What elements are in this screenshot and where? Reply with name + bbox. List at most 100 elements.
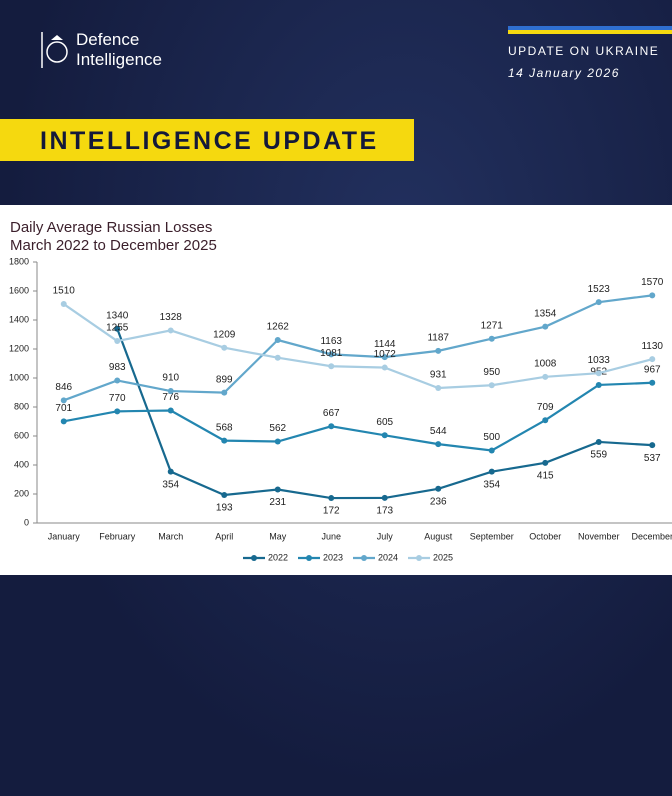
crest-icon — [41, 32, 68, 68]
data-label: 1209 — [213, 329, 236, 340]
legend-dot — [361, 555, 367, 561]
data-label: 1008 — [534, 358, 557, 369]
point — [381, 364, 388, 371]
y-tick-label: 1600 — [9, 285, 29, 295]
data-label: 701 — [55, 403, 72, 414]
series-line — [63, 381, 653, 452]
x-tick-label: February — [99, 531, 136, 541]
point — [649, 442, 656, 449]
data-label: 236 — [430, 496, 447, 507]
data-label: 776 — [162, 392, 179, 403]
point — [60, 397, 67, 404]
data-label: 231 — [269, 497, 286, 508]
data-label: 1187 — [427, 333, 449, 344]
flag-stripe — [508, 26, 672, 30]
data-label: 931 — [430, 370, 447, 381]
y-tick-label: 1800 — [9, 256, 29, 266]
x-tick-label: November — [578, 531, 620, 541]
data-label: 1328 — [160, 312, 183, 323]
x-tick-label: September — [470, 531, 514, 541]
legend-dot — [306, 555, 312, 561]
data-label: 770 — [109, 393, 126, 404]
point — [60, 301, 67, 308]
point — [488, 382, 495, 389]
data-label: 1523 — [588, 284, 611, 295]
point — [114, 408, 121, 415]
data-label: 983 — [109, 362, 126, 373]
org-line: Intelligence — [76, 50, 163, 69]
point — [435, 441, 442, 448]
point — [274, 354, 281, 361]
data-label: 172 — [323, 506, 340, 517]
series-line — [63, 294, 653, 402]
point — [542, 459, 549, 466]
data-label: 1262 — [267, 322, 290, 333]
x-tick-label: June — [321, 531, 341, 541]
point — [381, 354, 388, 361]
data-label: 500 — [483, 432, 500, 443]
point — [114, 338, 121, 345]
data-label: 910 — [162, 373, 179, 384]
point — [274, 337, 281, 344]
data-label: 537 — [644, 453, 661, 464]
point — [328, 363, 335, 370]
data-label: 967 — [644, 364, 661, 375]
point — [114, 325, 121, 332]
point — [381, 432, 388, 439]
point — [488, 447, 495, 454]
x-tick-label: January — [48, 531, 81, 541]
flag-stripe — [508, 30, 672, 34]
point — [542, 323, 549, 330]
point — [488, 335, 495, 342]
x-tick-label: October — [529, 531, 561, 541]
date: 14 January 2026 — [508, 66, 620, 80]
y-tick-label: 1000 — [9, 372, 29, 382]
point — [542, 373, 549, 380]
data-label: 1081 — [320, 348, 343, 359]
x-tick-label: April — [215, 531, 233, 541]
data-label: 173 — [376, 506, 393, 517]
y-tick-label: 0 — [24, 517, 29, 527]
y-tick-label: 1200 — [9, 343, 29, 353]
data-label: 562 — [269, 423, 286, 434]
point — [221, 344, 228, 351]
y-tick-label: 200 — [14, 488, 29, 498]
data-label: 354 — [483, 479, 500, 490]
point — [60, 418, 67, 425]
point — [542, 417, 549, 424]
point — [649, 379, 656, 386]
x-tick-label: August — [424, 531, 453, 541]
chart-panel: Daily Average Russian Losses March 2022 … — [0, 205, 672, 575]
banner-text: INTELLIGENCE UPDATE — [40, 127, 379, 155]
data-label: 1072 — [374, 349, 397, 360]
point — [221, 492, 228, 499]
data-label: 1163 — [320, 336, 342, 347]
data-label: 1510 — [53, 286, 76, 297]
data-label: 709 — [537, 402, 554, 413]
data-label: 1340 — [106, 310, 129, 321]
point — [274, 486, 281, 493]
legend-label: 2022 — [268, 552, 288, 562]
data-label: 354 — [162, 479, 179, 490]
data-label: 950 — [483, 367, 500, 378]
point — [595, 370, 602, 377]
point — [595, 381, 602, 388]
point — [435, 485, 442, 492]
data-label: 559 — [590, 450, 607, 461]
point — [328, 351, 335, 358]
point — [595, 299, 602, 306]
org-line: Defence — [76, 30, 140, 49]
point — [167, 327, 174, 334]
point — [114, 377, 121, 384]
data-label: 667 — [323, 408, 340, 419]
legend-dot — [416, 555, 422, 561]
series-line — [63, 303, 653, 390]
legend-label: 2025 — [433, 552, 453, 562]
point — [595, 438, 602, 445]
legend-label: 2023 — [323, 552, 343, 562]
banner: INTELLIGENCE UPDATE — [0, 119, 414, 161]
point — [488, 468, 495, 475]
chart: Daily Average Russian Losses March 2022 … — [9, 219, 672, 562]
x-tick-label: July — [377, 531, 394, 541]
